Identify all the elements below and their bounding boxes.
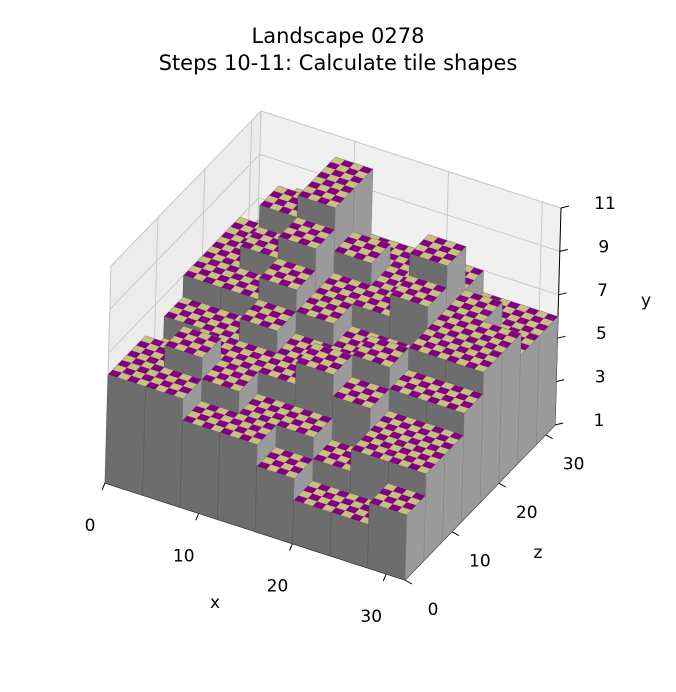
chart-subtitle: Steps 10-11: Calculate tile shapes [159, 51, 518, 75]
tile-top [297, 176, 355, 209]
y-tick-label: 11 [594, 194, 616, 214]
tile-side [479, 352, 503, 504]
tile-top [295, 342, 353, 375]
x-tick [382, 573, 387, 582]
tile-top [219, 412, 277, 445]
tile-top [275, 405, 333, 438]
z-tick [545, 434, 553, 440]
tile-top [201, 359, 259, 392]
tile-top [256, 446, 314, 479]
tile-top [332, 376, 390, 409]
x-tick-label: 0 [85, 516, 96, 536]
z-tick-label: 20 [516, 503, 538, 523]
tile-top [390, 275, 448, 308]
grid-line [110, 110, 262, 267]
grid-line [260, 110, 562, 209]
tile-side [179, 420, 221, 520]
x-tick [289, 543, 293, 551]
x-tick-label: 10 [173, 546, 195, 566]
grid-line [109, 154, 261, 310]
tile-side [142, 386, 184, 508]
x-tick [195, 513, 200, 521]
tile-top [278, 217, 336, 250]
tile-top [368, 483, 426, 516]
x-tick-label: 30 [360, 607, 382, 627]
y-tick [558, 292, 567, 296]
tile-top [333, 231, 391, 264]
tile-side [217, 432, 258, 532]
tile-top [445, 340, 503, 373]
tile-top [295, 292, 353, 325]
tile-top [426, 381, 484, 414]
z-tick [498, 482, 506, 488]
tile-side [367, 502, 408, 581]
tile-side [254, 466, 295, 544]
y-tick [557, 335, 566, 339]
x-tick-label: 20 [267, 577, 289, 597]
z-axis-label: z [534, 543, 543, 563]
y-tick-label: 5 [596, 324, 607, 344]
tile-top [351, 335, 409, 368]
y-tick-label: 7 [597, 281, 608, 301]
y-tick [559, 248, 568, 252]
z-tick [404, 579, 413, 585]
grid-line [259, 153, 560, 252]
x-tick [101, 482, 106, 491]
tile-top [145, 367, 203, 399]
y-tick-label: 1 [594, 411, 605, 431]
x-axis-label: x [210, 593, 220, 613]
tile-top [388, 442, 446, 475]
chart-title: Landscape 0278 [252, 24, 425, 48]
tile-side [104, 374, 146, 496]
y-tick [556, 379, 565, 383]
z-tick-label: 30 [563, 455, 585, 475]
y-axis-label: y [641, 291, 651, 311]
y-tick-label: 9 [598, 237, 609, 257]
z-tick-label: 0 [428, 600, 439, 620]
tile-top [258, 258, 316, 291]
z-tick-label: 10 [469, 552, 491, 572]
y-tick-label: 3 [595, 368, 606, 388]
z-tick [451, 531, 460, 536]
tile-top [409, 234, 467, 267]
y-tick [554, 422, 564, 426]
tile-top [164, 325, 222, 358]
tile-top [239, 299, 297, 332]
y-tick [560, 205, 570, 209]
